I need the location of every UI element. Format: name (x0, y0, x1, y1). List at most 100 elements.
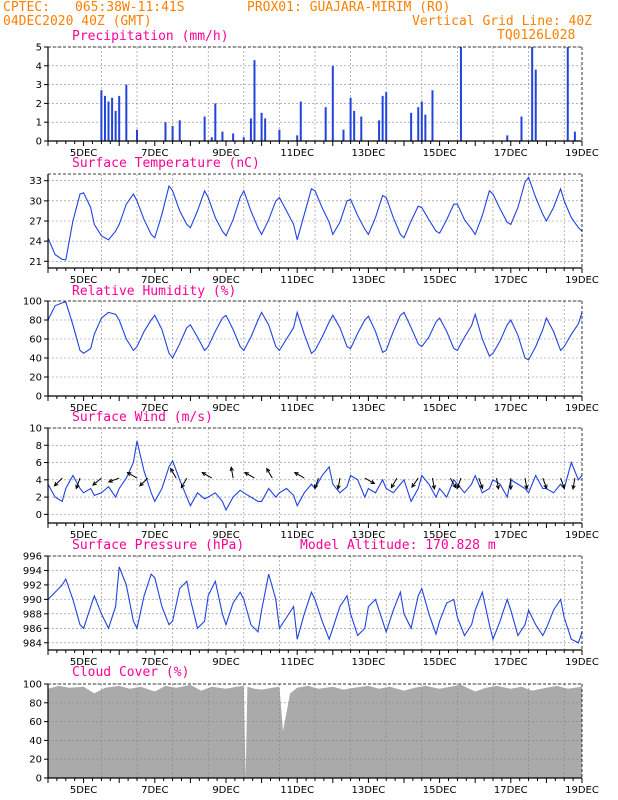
wind-arrow-head (170, 467, 175, 473)
humidity-xtick-label: 15DEC (423, 403, 457, 414)
wind-arrow-head (543, 484, 548, 490)
precip-ytick-label: 3 (36, 80, 42, 91)
cloud-xtick-label: 11DEC (280, 785, 314, 796)
precip-bar (342, 129, 345, 141)
cloud-ytick-label: 40 (29, 736, 42, 747)
wind-ytick-label: 6 (36, 458, 42, 469)
precip-xtick-label: 5DEC (70, 148, 97, 159)
humidity-series-line (47, 301, 583, 361)
precip-bar (253, 60, 256, 141)
humidity-xtick-label: 17DEC (494, 403, 528, 414)
precip-bar (164, 122, 167, 141)
pressure-xtick-label: 11DEC (280, 657, 314, 668)
precip-bar (459, 47, 462, 141)
cloud-xtick-label: 9DEC (212, 785, 239, 796)
wind-arrow (54, 477, 63, 487)
wind-arrow (230, 467, 234, 479)
humidity-ytick-label: 20 (29, 373, 42, 384)
precip-bar (378, 120, 381, 141)
wind-xtick-label: 9DEC (212, 530, 239, 541)
temp-title: Surface Temperature (nC) (72, 156, 260, 171)
temp-xtick-label: 9DEC (212, 275, 239, 286)
precip-bar (534, 69, 537, 141)
precip-ytick-label: 2 (36, 99, 42, 110)
precip-bar (531, 47, 534, 141)
precip-bar (100, 90, 103, 141)
humidity-xtick-label: 11DEC (280, 403, 314, 414)
header-station: PROX01: GUAJARA-MIRIM (RO) (247, 0, 451, 15)
cloud-ytick-label: 80 (29, 698, 42, 709)
wind-arrow (170, 468, 177, 479)
precip-ytick-label: 4 (36, 61, 42, 72)
temp-xtick-label: 13DEC (352, 275, 386, 286)
precip-bar (331, 65, 334, 141)
wind-arrow (314, 477, 320, 489)
humidity-ytick-label: 0 (36, 392, 42, 403)
wind-arrow-head (411, 483, 416, 489)
wind-arrow (390, 477, 398, 488)
pressure-xtick-label: 7DEC (141, 657, 168, 668)
precip-bar (381, 95, 384, 141)
cloud-ytick-label: 60 (29, 717, 42, 728)
pressure-xtick-label: 15DEC (423, 657, 457, 668)
pressure-ytick-label: 996 (23, 552, 42, 563)
precip-bar (299, 101, 302, 141)
precip-bar (278, 129, 281, 141)
precip-bar (210, 137, 213, 141)
precip-ytick-label: 5 (36, 43, 42, 54)
wind-arrow (542, 477, 548, 489)
cloud-xtick-label: 19DEC (565, 785, 599, 796)
temp-xtick-label: 17DEC (494, 275, 528, 286)
wind-arrow-head (180, 483, 185, 489)
pressure-xtick-label: 19DEC (565, 657, 599, 668)
cloud-xtick-label: 5DEC (70, 785, 97, 796)
wind-arrow (431, 478, 435, 490)
precip-bar (353, 110, 356, 141)
precip-bar (264, 118, 267, 141)
pressure-ytick-label: 984 (23, 638, 42, 649)
pressure-ytick-label: 990 (23, 595, 42, 606)
wind-arrow (127, 472, 138, 479)
precip-bar (520, 116, 523, 141)
wind-arrow-head (431, 484, 436, 491)
wind-arrow (294, 472, 305, 479)
temp-xtick-label: 7DEC (141, 275, 168, 286)
pressure-series-line (47, 566, 583, 644)
header-vgrid: Vertical Grid Line: 40Z (412, 14, 593, 29)
precip-bar (203, 116, 206, 141)
wind-arrow (337, 478, 341, 490)
precip-bar (385, 92, 388, 141)
precip-bar (107, 101, 110, 141)
precip-bar (417, 107, 420, 141)
wind-ytick-label: 10 (29, 424, 42, 435)
humidity-ytick-label: 40 (29, 354, 42, 365)
precip-bar (349, 97, 352, 141)
precip-bar (242, 137, 245, 141)
wind-arrow (364, 477, 375, 485)
cloud-xtick-label: 15DEC (423, 785, 457, 796)
wind-xtick-label: 19DEC (565, 530, 599, 541)
humidity-xtick-label: 13DEC (352, 403, 386, 414)
precip-bar (111, 97, 114, 141)
pressure-ytick-label: 992 (23, 580, 42, 591)
precip-bar (566, 47, 569, 141)
pressure-title: Surface Pressure (hPa) (72, 538, 245, 553)
wind-arrow-head (53, 481, 59, 487)
wind-arrow (560, 477, 565, 489)
precip-bar (118, 95, 121, 141)
wind-arrow-head (336, 484, 341, 491)
precip-ytick-label: 0 (36, 137, 42, 148)
precip-bar (260, 112, 263, 141)
wind-arrow-head (201, 472, 207, 477)
precip-xtick-label: 11DEC (280, 148, 314, 159)
wind-arrow-head (524, 484, 529, 491)
precip-bar (420, 101, 423, 141)
wind-arrow-head (229, 466, 234, 472)
wind-ytick-label: 2 (36, 493, 42, 504)
wind-arrow-head (243, 472, 249, 477)
cloud-area (48, 684, 582, 778)
precip-bar (178, 120, 181, 141)
humidity-ytick-label: 80 (29, 316, 42, 327)
wind-arrow-head (456, 484, 461, 490)
temp-ytick-label: 30 (29, 196, 42, 207)
